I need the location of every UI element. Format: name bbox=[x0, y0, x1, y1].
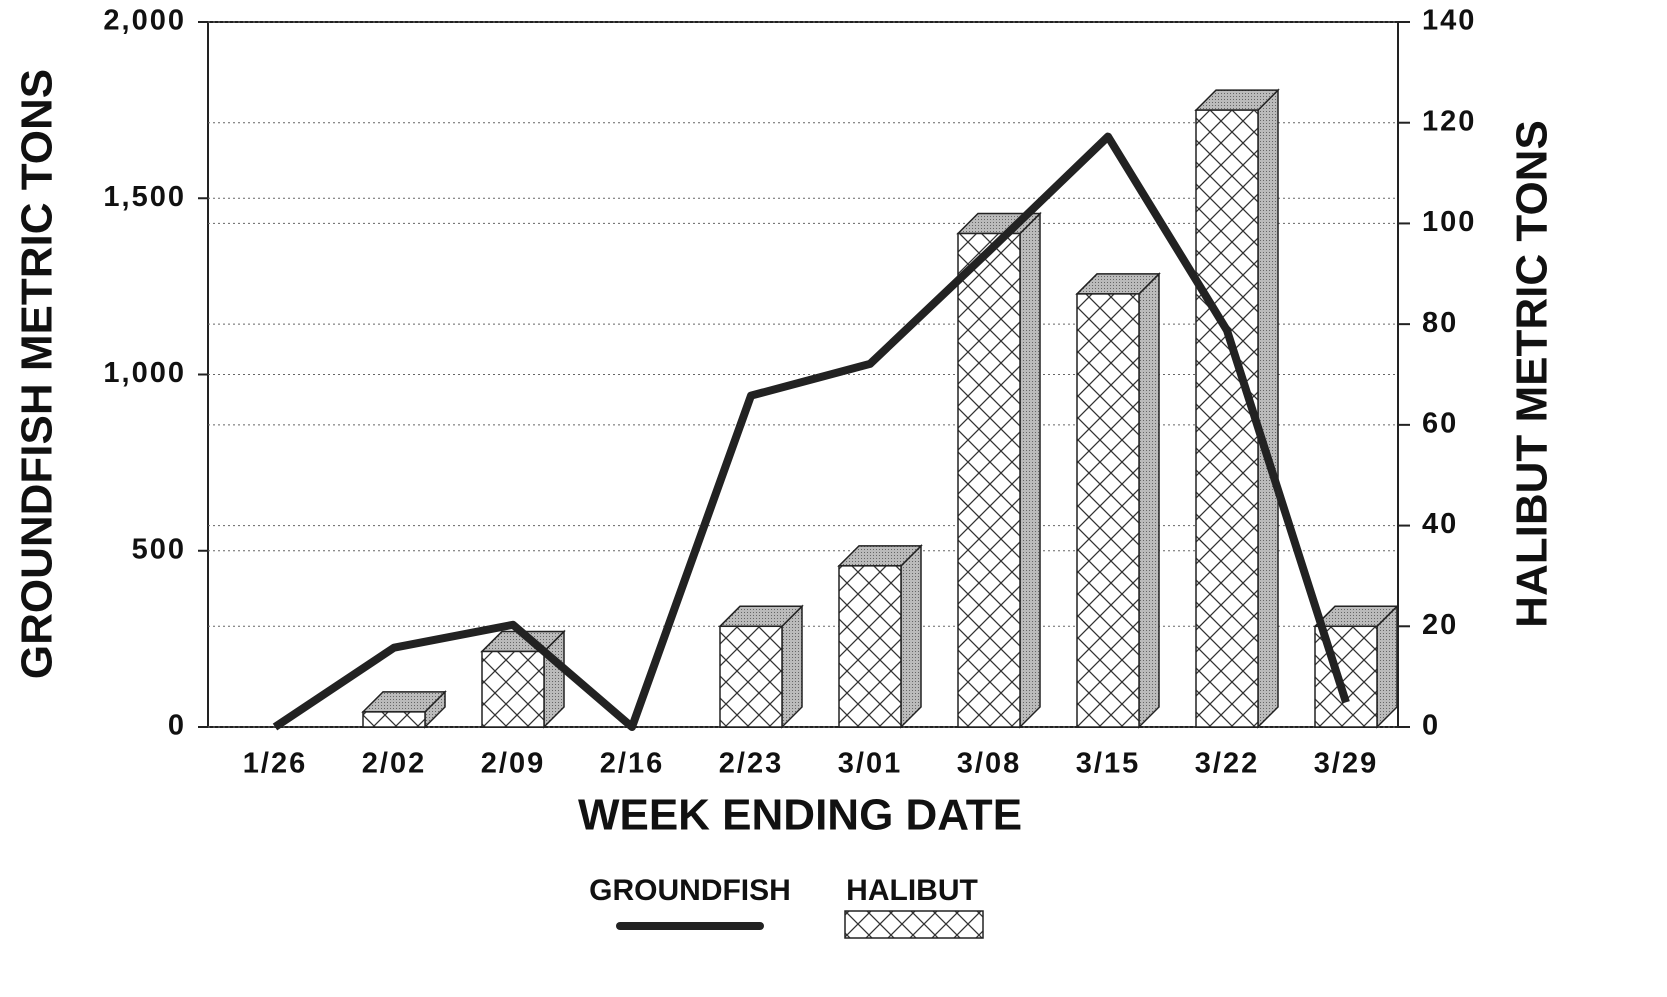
x-tick-label: 3/08 bbox=[957, 748, 1021, 780]
bar bbox=[1076, 293, 1140, 728]
bar-side bbox=[900, 544, 922, 729]
legend-swatch bbox=[844, 910, 984, 939]
bar bbox=[362, 711, 426, 728]
x-tick-label: 3/15 bbox=[1076, 748, 1140, 780]
x-axis-title: WEEK ENDING DATE bbox=[578, 791, 1022, 840]
y-tick-label: 2,000 bbox=[103, 5, 186, 37]
bar-side bbox=[781, 604, 803, 729]
x-tick-label: 3/01 bbox=[838, 748, 902, 780]
bar-side bbox=[1138, 272, 1160, 729]
y2-tick-label: 20 bbox=[1422, 609, 1458, 641]
legend-label: GROUNDFISH bbox=[589, 874, 791, 907]
x-tick-label: 3/22 bbox=[1195, 748, 1259, 780]
bar bbox=[481, 650, 545, 728]
x-tick-label: 2/02 bbox=[362, 748, 426, 780]
y2-tick-label: 140 bbox=[1422, 5, 1476, 37]
bar bbox=[838, 565, 902, 728]
y2-tick-label: 60 bbox=[1422, 408, 1458, 440]
x-tick-label: 1/26 bbox=[243, 748, 307, 780]
legend-label: HALIBUT bbox=[846, 874, 978, 907]
y2-axis-title: HALIBUT METRIC TONS bbox=[1508, 120, 1557, 628]
y-tick-label: 500 bbox=[132, 533, 186, 565]
bar-side bbox=[1257, 88, 1279, 729]
y-tick-label: 0 bbox=[168, 710, 186, 742]
x-tick-label: 2/09 bbox=[481, 748, 545, 780]
y2-tick-label: 100 bbox=[1422, 206, 1476, 238]
x-tick-label: 2/16 bbox=[600, 748, 664, 780]
bar bbox=[1195, 109, 1259, 728]
y2-tick-label: 80 bbox=[1422, 307, 1458, 339]
y-tick-label: 1,000 bbox=[103, 357, 186, 389]
bar-side bbox=[1376, 604, 1398, 729]
bar bbox=[719, 625, 783, 728]
bar bbox=[957, 232, 1021, 728]
y-tick-label: 1,500 bbox=[103, 181, 186, 213]
x-tick-label: 3/29 bbox=[1314, 748, 1378, 780]
x-tick-label: 2/23 bbox=[719, 748, 783, 780]
y2-tick-label: 120 bbox=[1422, 105, 1476, 137]
bar-side bbox=[1019, 211, 1041, 729]
y2-tick-label: 0 bbox=[1422, 710, 1440, 742]
y-axis-title: GROUNDFISH METRIC TONS bbox=[13, 69, 62, 679]
y2-tick-label: 40 bbox=[1422, 508, 1458, 540]
line bbox=[272, 132, 1350, 731]
